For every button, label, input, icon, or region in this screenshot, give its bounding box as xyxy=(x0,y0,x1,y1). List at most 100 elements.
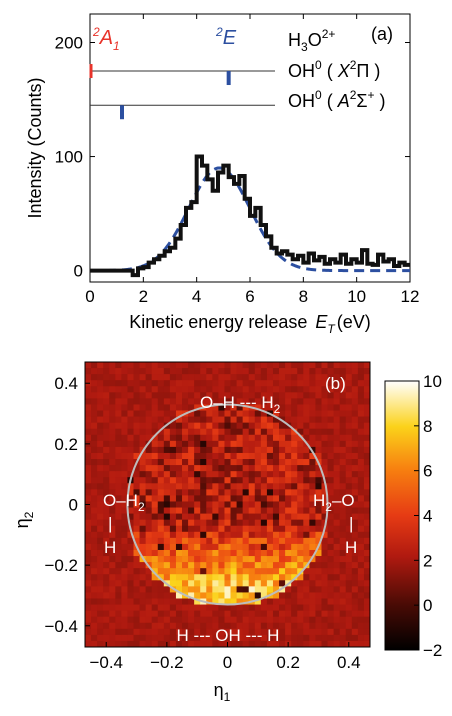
heatmap-cell xyxy=(291,640,298,647)
heatmap-cell xyxy=(212,580,219,587)
heatmap-cell xyxy=(260,562,268,569)
heatmap-cell xyxy=(357,622,365,630)
heatmap-cell xyxy=(351,501,359,508)
heatmap-cell xyxy=(151,386,159,393)
heatmap-cell xyxy=(272,622,280,630)
heatmap-cell xyxy=(279,410,286,417)
heatmap-cell xyxy=(194,440,201,448)
heatmap-cell xyxy=(169,574,177,581)
left-channel-h: H xyxy=(104,538,116,557)
heatmap-cell xyxy=(272,568,280,575)
heatmap-cell xyxy=(230,543,237,551)
heatmap-cell xyxy=(339,368,347,375)
heatmap-cell xyxy=(115,519,122,527)
heatmap-cell xyxy=(169,452,177,460)
heatmap-cell xyxy=(339,434,347,442)
heatmap-cell xyxy=(291,568,298,575)
heatmap-cell xyxy=(230,628,237,636)
heatmap-cell xyxy=(200,380,207,387)
heatmap-cell xyxy=(206,398,213,405)
heatmap-cell xyxy=(145,416,152,423)
heatmap-cell xyxy=(357,459,365,466)
heatmap-cell xyxy=(285,501,292,508)
heatmap-cell xyxy=(260,440,268,448)
heatmap-cell xyxy=(103,392,110,399)
heatmap-cell xyxy=(272,580,280,587)
heatmap-cell xyxy=(291,477,298,484)
heatmap-cell xyxy=(248,628,256,636)
heatmap-cell xyxy=(291,622,298,630)
heatmap-cell xyxy=(151,404,159,411)
heatmap-cell xyxy=(327,404,334,411)
heatmap-cell xyxy=(175,562,183,569)
heatmap-cell xyxy=(242,592,250,599)
heatmap-cell xyxy=(109,592,116,599)
heatmap-cell xyxy=(315,604,322,611)
heatmap-cell xyxy=(145,398,152,405)
heatmap-cell xyxy=(200,362,207,369)
heatmap-cell xyxy=(157,519,165,527)
heatmap-cell xyxy=(285,489,292,496)
heatmap-cell xyxy=(242,465,250,472)
heatmap-cell xyxy=(345,549,353,557)
heatmap-cell xyxy=(248,386,256,393)
heatmap-cell xyxy=(97,628,104,636)
heatmap-cell xyxy=(115,368,122,375)
heatmap-cell xyxy=(279,537,286,545)
heatmap-cell xyxy=(133,452,140,460)
heatmap-cell xyxy=(303,392,310,399)
heatmap-cell xyxy=(133,562,140,569)
heatmap-cell xyxy=(212,452,219,460)
heatmap-cell xyxy=(327,368,334,375)
heatmap-cell xyxy=(351,386,359,393)
heatmap-cell xyxy=(242,549,250,557)
heatmap-cell xyxy=(297,580,304,587)
heatmap-cell xyxy=(145,622,152,630)
heatmap-cell xyxy=(260,616,268,624)
heatmap-cell xyxy=(333,459,340,466)
heatmap-cell xyxy=(121,525,128,533)
heatmap-cell xyxy=(127,610,134,617)
heatmap-cell xyxy=(345,489,353,496)
heatmap-cell xyxy=(351,392,359,399)
heatmap-cell xyxy=(91,586,98,593)
heatmap-cell xyxy=(291,446,298,454)
heatmap-cell xyxy=(139,634,146,642)
heatmap-cell xyxy=(260,362,268,369)
heatmap-cell xyxy=(151,392,159,399)
heatmap-cell xyxy=(103,610,110,617)
heatmap-cell xyxy=(115,543,122,551)
heatmap-cell xyxy=(175,543,183,551)
heatmap-cell xyxy=(145,446,152,454)
heatmap-cell xyxy=(91,477,98,484)
heatmap-cell xyxy=(97,507,104,514)
heatmap-cell xyxy=(297,374,304,381)
heatmap-cell xyxy=(291,368,298,375)
heatmap-cell xyxy=(230,434,237,442)
heatmap-cell xyxy=(115,610,122,617)
heatmap-cell xyxy=(109,519,116,527)
heatmap-cell xyxy=(285,574,292,581)
heatmap-cell xyxy=(266,549,274,557)
heatmap-cell xyxy=(85,428,92,436)
heatmap-cell xyxy=(297,549,304,557)
heatmap-cell xyxy=(151,592,159,599)
heatmap-cell xyxy=(230,556,237,563)
heatmap-cell xyxy=(127,368,134,375)
heatmap-cell xyxy=(291,525,298,533)
heatmap-cell xyxy=(339,640,347,647)
heatmap-cell xyxy=(127,580,134,587)
heatmap-cell xyxy=(163,537,171,545)
heatmap-cell xyxy=(291,398,298,405)
heatmap-cell xyxy=(109,465,116,472)
heatmap-cell xyxy=(85,465,92,472)
heatmap-cell xyxy=(85,568,92,575)
heatmap-cell xyxy=(321,362,328,369)
heatmap-cell xyxy=(236,392,243,399)
heatmap-cell xyxy=(242,386,250,393)
heatmap-cell xyxy=(182,610,189,617)
heatmap-cell xyxy=(303,543,310,551)
heatmap-cell xyxy=(260,380,268,387)
heatmap-cell xyxy=(236,410,243,417)
heatmap-cell xyxy=(297,586,304,593)
